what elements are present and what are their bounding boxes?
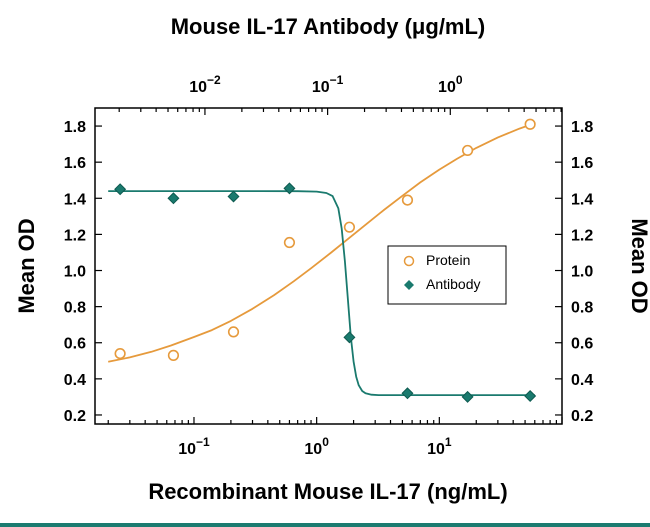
x-tick-label-bottom: 10−1 [178,435,210,458]
protein-data-point [114,347,126,360]
x-tick-label-bottom: 100 [304,435,329,458]
y-tick-label-right: 0.8 [571,300,593,317]
protein-data-point [461,144,474,157]
legend-marker-antibody-icon [404,280,414,290]
series-antibody [108,182,537,403]
y-tick-label-left: 1.0 [64,264,86,281]
y-tick-label-left: 0.2 [64,408,86,425]
protein-data-point [343,221,356,233]
y-tick-label-right: 1.4 [571,191,593,208]
tick-labels: 10−1 100 101 10−2 10−1 100 0.2 0.2 0.4 0.4 0.6 0.6 0… [64,73,594,458]
y-tick-label-right: 0.2 [571,408,593,425]
right-axis-title: Mean OD [627,218,650,313]
legend: Protein Antibody [387,245,507,305]
series-protein [108,118,536,363]
protein-data-point [167,349,180,361]
y-tick-label-right: 0.4 [571,372,593,389]
legend-label-antibody: Antibody [426,276,480,292]
y-tick-label-right: 1.6 [571,155,593,172]
top-axis-title: Mouse IL-17 Antibody (μg/mL) [171,14,486,39]
y-tick-label-right: 1.8 [571,119,593,136]
footer-accent-bar [0,523,650,527]
x-tick-label-top: 100 [438,73,463,96]
antibody-data-point [167,192,180,205]
y-tick-label-left: 1.2 [64,227,86,244]
antibody-data-point [401,387,414,400]
y-tick-label-right: 0.6 [571,336,593,353]
protein-data-point [524,118,536,130]
protein-data-point [283,236,296,249]
protein-data-point [401,194,414,206]
plot-border [94,107,563,425]
legend-label-protein: Protein [426,252,470,268]
antibody-data-point [461,390,474,403]
y-tick-label-left: 1.4 [64,191,86,208]
legend-box [387,245,507,305]
protein-curve [108,122,536,363]
y-tick-label-left: 0.4 [64,372,86,389]
y-tick-label-left: 1.6 [64,155,86,172]
y-tick-label-right: 1.2 [571,227,593,244]
left-axis-title: Mean OD [14,218,39,313]
bottom-axis-title: Recombinant Mouse IL-17 (ng/mL) [148,479,507,504]
x-tick-label-bottom: 101 [427,435,452,458]
antibody-data-point [227,190,240,203]
y-tick-label-left: 1.8 [64,119,86,136]
y-tick-label-left: 0.6 [64,336,86,353]
y-tick-label-left: 0.8 [64,300,86,317]
x-tick-label-top: 10−2 [189,73,221,96]
antibody-data-point [343,331,356,344]
legend-marker-protein-icon [403,255,415,267]
antibody-data-point [114,183,127,196]
y-tick-label-right: 1.0 [571,264,593,281]
antibody-data-point [524,390,537,403]
x-tick-label-top: 10−1 [312,73,344,96]
antibody-data-point [283,182,296,195]
protein-data-point [227,326,240,338]
